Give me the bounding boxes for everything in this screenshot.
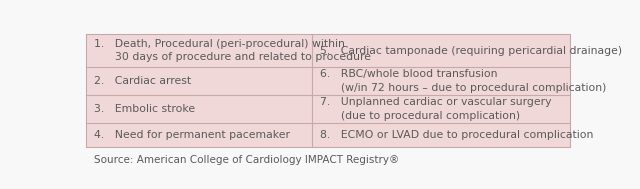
- Text: 5.   Cardiac tamponade (requiring pericardial drainage): 5. Cardiac tamponade (requiring pericard…: [320, 46, 622, 56]
- Text: Source: American College of Cardiology IMPACT Registry®: Source: American College of Cardiology I…: [94, 155, 399, 165]
- Text: 8.   ECMO or LVAD due to procedural complication: 8. ECMO or LVAD due to procedural compli…: [320, 130, 593, 140]
- Bar: [312, 34, 570, 67]
- Text: 3.   Embolic stroke: 3. Embolic stroke: [94, 104, 195, 114]
- Text: 1.   Death, Procedural (peri-procedural) within
      30 days of procedure and r: 1. Death, Procedural (peri-procedural) w…: [94, 39, 371, 62]
- Bar: [312, 123, 570, 147]
- Bar: [312, 67, 570, 95]
- Bar: [312, 95, 570, 123]
- Text: 6.   RBC/whole blood transfusion
      (w/in 72 hours – due to procedural compli: 6. RBC/whole blood transfusion (w/in 72 …: [320, 70, 607, 93]
- Bar: [86, 123, 312, 147]
- Bar: [86, 95, 312, 123]
- Text: 2.   Cardiac arrest: 2. Cardiac arrest: [94, 76, 191, 86]
- Bar: [86, 67, 312, 95]
- Text: 7.   Unplanned cardiac or vascular surgery
      (due to procedural complication: 7. Unplanned cardiac or vascular surgery…: [320, 97, 552, 121]
- Text: 4.   Need for permanent pacemaker: 4. Need for permanent pacemaker: [94, 130, 290, 140]
- Bar: [86, 34, 312, 67]
